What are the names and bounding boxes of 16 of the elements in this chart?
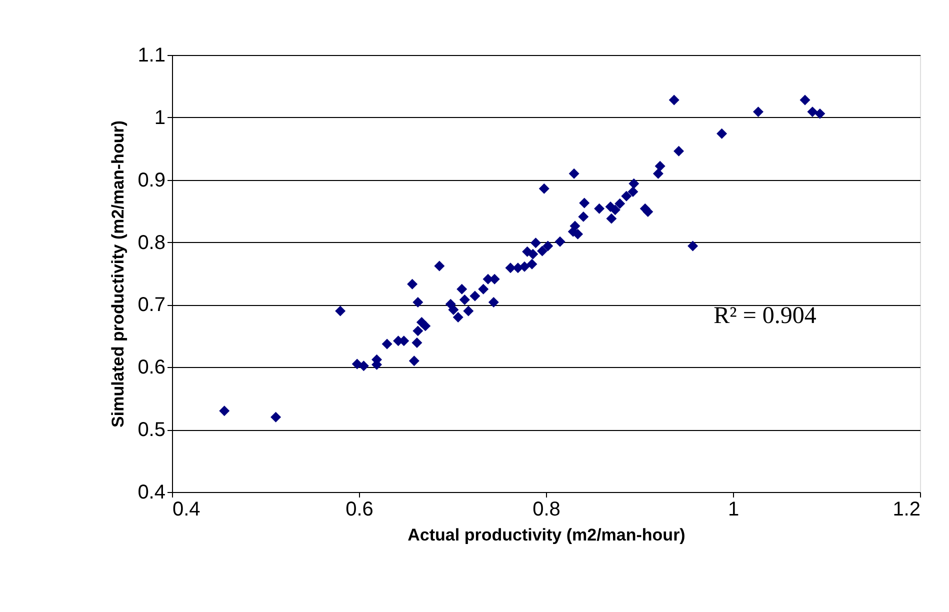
y-tick-label: 0.5 bbox=[138, 419, 166, 442]
y-tick-label: 0.6 bbox=[138, 356, 166, 379]
y-tick-label: 1 bbox=[154, 106, 166, 129]
x-axis-title: Actual productivity (m2/man-hour) bbox=[408, 526, 686, 544]
y-tick-label: 0.4 bbox=[138, 482, 166, 504]
y-tick-label: 0.7 bbox=[138, 294, 166, 316]
annotation: R² = 0.904 bbox=[714, 303, 816, 329]
y-tick-label: 1.1 bbox=[138, 44, 166, 66]
y-tick-label: 0.9 bbox=[138, 169, 166, 192]
y-tick-label: 0.8 bbox=[138, 232, 166, 254]
y-axis-title: Simulated productivity (m2/man-hour) bbox=[108, 120, 128, 428]
x-tick-label: 0.6 bbox=[346, 498, 374, 520]
x-tick-label: 0.4 bbox=[172, 498, 200, 520]
x-tick-label: 1.2 bbox=[892, 498, 920, 520]
x-tick-label: 1 bbox=[728, 498, 740, 520]
x-tick-label: 0.8 bbox=[532, 498, 560, 520]
